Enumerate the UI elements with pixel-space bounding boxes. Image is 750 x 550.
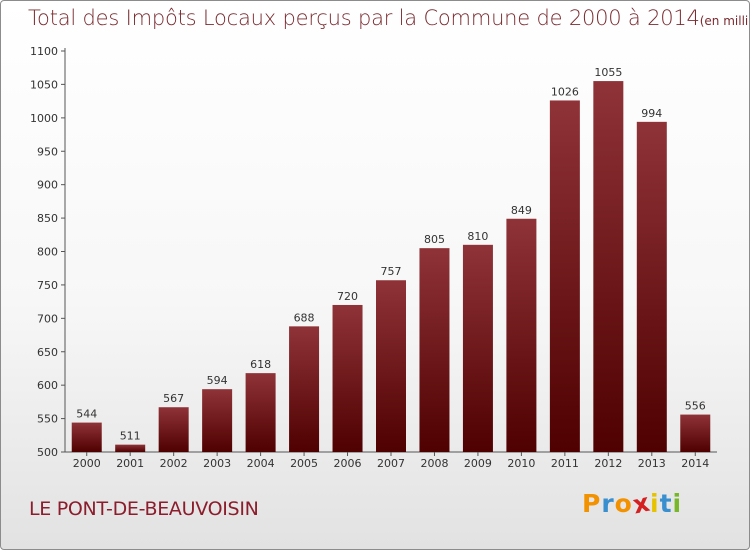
x-tick-label: 2011 xyxy=(551,457,579,470)
bar xyxy=(289,326,320,452)
bar-value-label: 511 xyxy=(120,430,141,443)
x-tick-label: 2008 xyxy=(420,457,448,470)
y-tick-label: 550 xyxy=(37,413,58,426)
bar xyxy=(636,121,667,453)
bar xyxy=(376,280,406,452)
bar xyxy=(115,444,146,452)
x-tick-label: 2003 xyxy=(203,457,231,470)
x-tick-label: 2005 xyxy=(290,457,318,470)
x-tick-label: 2014 xyxy=(681,457,709,470)
bar-value-label: 567 xyxy=(163,392,184,405)
bar-value-label: 810 xyxy=(467,230,488,243)
proxiti-logo: Proxiti xyxy=(582,488,683,520)
x-tick-label: 2013 xyxy=(638,457,666,470)
y-tick-label: 500 xyxy=(37,446,58,459)
bar-value-label: 1026 xyxy=(551,85,579,98)
y-tick-label: 850 xyxy=(37,212,58,225)
x-tick-label: 2007 xyxy=(377,457,405,470)
logo-letter: P xyxy=(582,489,602,518)
bar-value-label: 757 xyxy=(381,265,402,278)
commune-name: LE PONT-DE-BEAUVOISIN xyxy=(29,498,259,520)
chart-unit-note: (en milliers d'€) xyxy=(699,14,749,28)
bar xyxy=(593,81,624,452)
y-tick-label: 1050 xyxy=(30,78,58,91)
logo-letter: o xyxy=(614,489,633,518)
bar xyxy=(158,407,189,452)
y-tick-label: 1000 xyxy=(30,112,58,125)
logo-letter: t xyxy=(659,489,673,518)
bar xyxy=(202,389,233,452)
bar-value-label: 544 xyxy=(76,408,97,421)
bar-value-label: 720 xyxy=(337,290,358,303)
bar-value-label: 805 xyxy=(424,233,445,246)
x-tick-label: 2002 xyxy=(160,457,188,470)
chart-title-text: Total des Impôts Locaux perçus par la Co… xyxy=(28,6,700,30)
y-tick-label: 800 xyxy=(37,246,58,259)
logo-letter: i xyxy=(650,489,660,518)
x-tick-label: 2004 xyxy=(247,457,275,470)
y-tick-label: 700 xyxy=(37,312,58,325)
logo-letter: r xyxy=(601,489,615,518)
x-tick-label: 2001 xyxy=(116,457,144,470)
bar xyxy=(680,414,711,452)
y-tick-label: 900 xyxy=(37,179,58,192)
x-tick-label: 2009 xyxy=(464,457,492,470)
y-tick-label: 650 xyxy=(37,346,58,359)
bar xyxy=(549,100,580,452)
y-tick-label: 1100 xyxy=(30,45,58,58)
bar-value-label: 556 xyxy=(685,400,706,413)
y-tick-label: 750 xyxy=(37,279,58,292)
bar xyxy=(332,304,363,452)
bar xyxy=(419,248,450,452)
x-tick-label: 2010 xyxy=(507,457,535,470)
logo-letter: i xyxy=(672,489,683,518)
bar xyxy=(71,422,102,452)
x-tick-label: 2012 xyxy=(594,457,622,470)
bar xyxy=(462,244,493,452)
bar-value-label: 594 xyxy=(207,374,228,387)
x-tick-label: 2006 xyxy=(334,457,362,470)
chart-title: Total des Impôts Locaux perçus par la Co… xyxy=(28,6,749,30)
y-tick-label: 950 xyxy=(37,145,58,158)
bar-value-label: 688 xyxy=(294,311,315,324)
y-tick-label: 600 xyxy=(37,379,58,392)
bar xyxy=(506,218,537,452)
bar xyxy=(245,373,276,452)
bar-value-label: 849 xyxy=(511,204,532,217)
bar-value-label: 1055 xyxy=(594,66,622,79)
bar-value-label: 618 xyxy=(250,358,271,371)
x-tick-label: 2000 xyxy=(73,457,101,470)
bar-value-label: 994 xyxy=(641,107,662,120)
